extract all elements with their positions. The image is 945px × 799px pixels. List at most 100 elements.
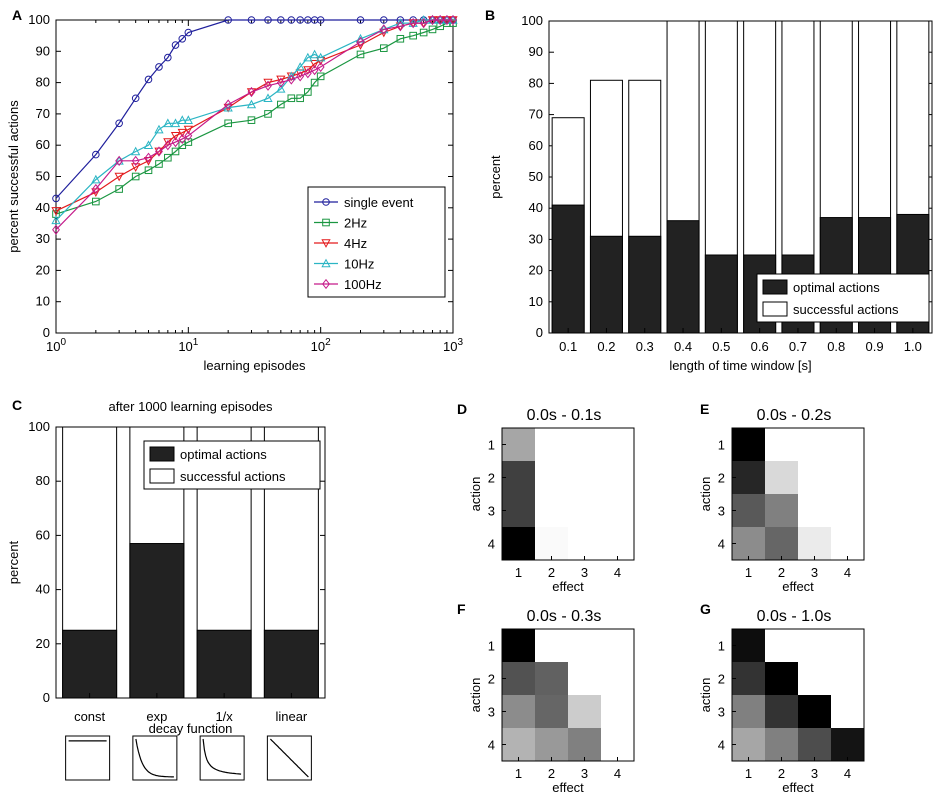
heatmap-cell [568,428,601,461]
heatmap-cell [798,461,831,494]
heatmap-cell [798,428,831,461]
heatmap-cell [798,728,831,761]
data-point-100hz [178,133,187,145]
data-point-single-event [115,119,123,128]
bar-optimal-1/x [196,629,252,699]
heatmap-cell [568,695,601,728]
data-point-10hz [246,99,257,109]
data-point-2hz [428,25,437,34]
y-tick-label-b: 60 [529,138,543,153]
heatmap-title-g: 0.0s - 1.0s [757,608,832,625]
data-point-4hz [276,75,286,85]
data-point-single-event [155,63,163,71]
bar-optimal-0.3 [628,235,662,334]
x-tick-label-b: 0.4 [674,339,692,354]
data-point-4hz [263,78,273,88]
heatmap-y-tick-label: 1 [488,438,495,453]
legend-marker-a [321,258,331,268]
bar-optimal-0.5 [704,254,738,334]
heatmap-cell [535,629,568,662]
data-point-4hz [309,60,320,69]
y-tick-label-c: 40 [36,582,50,597]
heatmap-y-tick-label: 3 [488,705,495,720]
data-point-2hz [409,31,417,40]
heatmap-cell [798,662,831,695]
data-point-4hz [114,172,124,182]
panel-label-b: B [485,7,495,23]
y-tick-label-a: 70 [36,106,50,121]
legend-swatch-b [762,279,788,295]
decay-curve-exp [135,738,174,778]
heatmap-x-tick-label: 4 [614,766,621,781]
y-tick-label-b: 90 [529,44,543,59]
data-point-single-event [164,53,172,62]
data-point-100hz [144,152,153,163]
y-tick-label-b: 10 [529,294,543,309]
heatmap-y-label: action [468,477,483,512]
heatmap-cell [798,527,831,560]
data-point-100hz [276,77,285,88]
chart-title-c: after 1000 learning episodes [108,399,273,414]
heatmap-cell [732,728,765,761]
x-tick-label-c: const [74,709,105,724]
heatmap-x-tick-label: 4 [844,766,851,781]
data-point-100hz [131,155,140,166]
data-point-2hz [277,100,285,109]
legend-label-b: optimal actions [793,280,880,295]
heatmap-cell [535,695,568,728]
heatmap-y-tick-label: 1 [718,438,725,453]
data-point-2hz [92,197,100,206]
decay-curve-1/x [202,738,242,775]
heatmap-y-label: action [468,678,483,713]
data-point-2hz [310,78,319,87]
heatmap-cell [831,662,864,695]
legend-label-a: 2Hz [344,216,367,231]
x-tick-label-b: 0.7 [789,339,807,354]
heatmap-x-label: effect [552,780,584,795]
legend-label-b: successful actions [793,302,899,317]
legend-swatch-c [149,446,175,462]
series-line-10hz [55,19,453,221]
y-tick-label-b: 20 [529,263,543,278]
heatmap-x-tick-label: 4 [614,565,621,580]
data-point-100hz [264,80,272,91]
heatmap-cell [502,629,535,662]
data-point-100hz [247,86,256,98]
data-point-100hz [428,14,437,26]
heatmap-y-label: action [698,678,713,713]
data-point-10hz [309,49,320,59]
heatmap-cell [831,494,864,527]
data-point-2hz [131,172,140,181]
data-point-10hz [154,124,164,134]
data-point-single-event [356,16,365,24]
legend-marker-a [322,198,330,206]
x-tick-label-c: linear [275,709,307,724]
data-point-100hz [310,64,319,76]
heatmap-y-tick-label: 3 [718,705,725,720]
legend-label-a: 10Hz [344,257,374,272]
y-tick-label-c: 20 [36,636,50,651]
heatmap-cell [732,695,765,728]
x-tick-label-b: 0.9 [866,339,884,354]
data-point-4hz [246,88,257,97]
y-tick-label-b: 80 [529,75,543,90]
heatmap-cell [535,494,568,527]
heatmap-cell [568,494,601,527]
y-tick-label-c: 60 [36,527,50,542]
x-tick-label-c: 1/x [215,709,233,724]
x-axis-label-a: learning episodes [204,358,306,373]
heatmap-cell [568,662,601,695]
data-point-4hz [303,66,313,75]
decay-thumb-1/x [199,735,245,781]
heatmap-cell [502,461,535,494]
y-axis-label-c: percent [6,540,21,584]
bar-optimal-0.1 [551,204,585,334]
y-tick-label-a: 30 [36,231,50,246]
x-tick-label-b: 0.6 [751,339,769,354]
data-point-2hz [247,116,256,124]
x-axis-label-b: length of time window [s] [669,358,811,373]
series-line-4hz [55,19,453,212]
data-point-single-event [287,16,296,24]
data-point-single-event [92,150,100,159]
